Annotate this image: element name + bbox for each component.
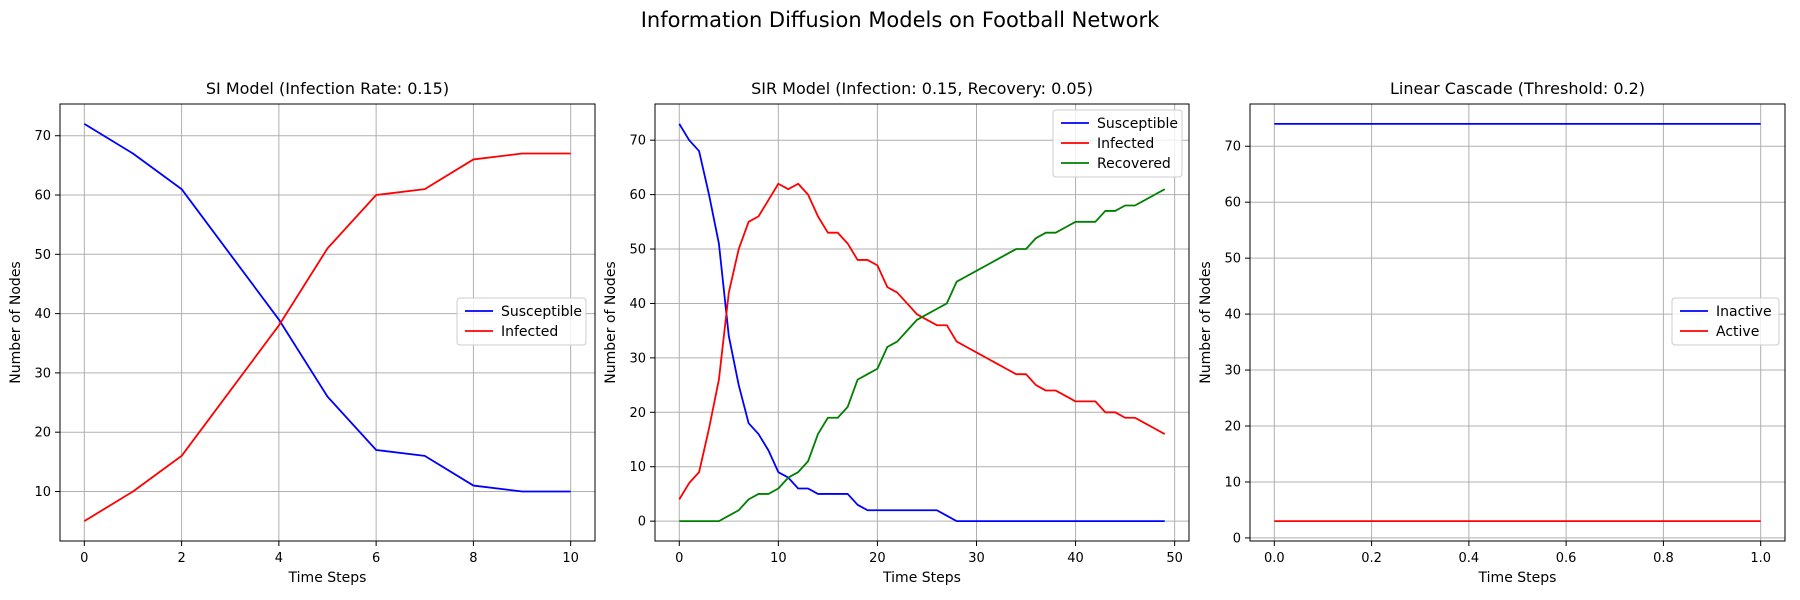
chart1-series-infected-line (83, 152, 571, 522)
chart3-xtick-label-5: 1.0 (1750, 551, 1771, 566)
chart2-series-susceptible-line (678, 123, 1165, 523)
chart2-panel: 0 10 20 30 40 50 0 10 20 30 40 50 60 70 SIR Model (Inf… (603, 79, 1190, 586)
chart3-ytick-label-7: 70 (1224, 140, 1241, 155)
chart3-ylabel: Number of Nodes (1198, 261, 1214, 383)
chart2-title: SIR Model (Infection: 0.15, Recovery: 0.… (751, 79, 1093, 98)
chart2-ytick-label-6: 60 (629, 188, 646, 203)
chart1-panel: 0 2 4 6 8 10 10 20 30 40 50 60 70 SI Model (Infection… (8, 79, 596, 586)
chart3-title: Linear Cascade (Threshold: 0.2) (1390, 79, 1645, 98)
chart1-ytick-label-5: 60 (34, 189, 51, 204)
chart2-ylabel: Number of Nodes (603, 261, 619, 383)
chart2-series-infected-line (678, 182, 1166, 500)
chart1-series-susceptible-line (83, 123, 571, 493)
chart3-legend-label-inactive: Inactive (1716, 304, 1772, 320)
chart3-ytick-label-1: 10 (1224, 475, 1241, 490)
chart1-ytick-label-0: 10 (34, 485, 51, 500)
figure-title: Information Diffusion Models on Football… (641, 8, 1160, 32)
chart1-ytick-label-3: 40 (34, 307, 51, 322)
chart1-plot-frame (59, 103, 596, 542)
chart2-ytick-label-4: 40 (629, 297, 646, 312)
chart3-ytick-label-2: 20 (1224, 420, 1241, 435)
chart1-xtick-label-5: 10 (562, 551, 579, 566)
chart2-ytick-label-7: 70 (629, 134, 646, 149)
chart1-xtick-label-2: 4 (275, 551, 283, 566)
chart3-ytick-label-5: 50 (1224, 252, 1241, 267)
chart1-title: SI Model (Infection Rate: 0.15) (206, 79, 449, 98)
chart2-legend-label-recovered: Recovered (1097, 156, 1171, 172)
chart3-xtick-label-3: 0.6 (1556, 551, 1577, 566)
chart2-ytick-label-5: 50 (629, 243, 646, 258)
chart3-ytick-label-6: 60 (1224, 196, 1241, 211)
chart1-legend: Susceptible Infected (456, 297, 587, 346)
chart3-ytick-label-0: 0 (1233, 531, 1241, 546)
chart2-plot-frame (654, 103, 1190, 542)
chart3-legend-label-active: Active (1716, 324, 1759, 340)
chart1-xtick-label-4: 8 (469, 551, 477, 566)
chart2-legend-box (1052, 109, 1183, 178)
chart2-legend-label-infected: Infected (1097, 136, 1154, 152)
chart2-xtick-label-3: 30 (968, 551, 985, 566)
chart1-xtick-label-1: 2 (177, 551, 185, 566)
chart1-ylabel: Number of Nodes (8, 261, 24, 383)
chart1-legend-box (456, 297, 587, 346)
chart2-xtick-label-5: 50 (1166, 551, 1183, 566)
chart3-xtick-label-4: 0.8 (1653, 551, 1674, 566)
chart2-xtick-label-2: 20 (869, 551, 886, 566)
chart3-xtick-label-2: 0.4 (1459, 551, 1480, 566)
chart1-xtick-label-0: 0 (80, 551, 88, 566)
chart2-xtick-label-1: 10 (770, 551, 787, 566)
chart3-xlabel: Time Steps (1478, 570, 1557, 586)
chart1-legend-label-susceptible: Susceptible (501, 304, 582, 320)
chart2-xlabel: Time Steps (882, 570, 961, 586)
chart2-ytick-label-0: 0 (638, 515, 646, 530)
chart3-legend: Inactive Active (1671, 297, 1780, 346)
chart2-legend: Susceptible Infected Recovered (1052, 109, 1183, 178)
chart1-ytick-label-4: 50 (34, 248, 51, 263)
chart2-xtick-label-4: 40 (1067, 551, 1084, 566)
chart3-ytick-label-4: 40 (1224, 308, 1241, 323)
chart2-ytick-label-3: 30 (629, 351, 646, 366)
chart1-ytick-label-2: 30 (34, 366, 51, 381)
chart3-ytick-label-3: 30 (1224, 364, 1241, 379)
chart3-xtick-label-0: 0.0 (1264, 551, 1285, 566)
chart1-ytick-label-6: 70 (34, 129, 51, 144)
chart-panels: 0 2 4 6 8 10 10 20 30 40 50 60 70 SI Model (Infection… (8, 79, 1786, 586)
chart3-legend-box (1671, 297, 1780, 346)
chart1-xlabel: Time Steps (288, 570, 367, 586)
chart1-xtick-label-3: 6 (372, 551, 380, 566)
chart2-ytick-label-1: 10 (629, 460, 646, 475)
chart1-ytick-label-1: 20 (34, 426, 51, 441)
chart3-xtick-label-1: 0.2 (1361, 551, 1382, 566)
chart2-series-recovered-line (679, 188, 1166, 523)
chart1-legend-label-infected: Infected (501, 324, 558, 340)
chart2-xtick-label-0: 0 (675, 551, 683, 566)
chart2-ytick-label-2: 20 (629, 406, 646, 421)
chart3-plot-frame (1249, 103, 1786, 542)
chart2-legend-label-susceptible: Susceptible (1097, 116, 1178, 132)
chart3-panel: 0.0 0.2 0.4 0.6 0.8 1.0 0 10 20 30 40 50 60 70 Linear … (1198, 79, 1786, 586)
